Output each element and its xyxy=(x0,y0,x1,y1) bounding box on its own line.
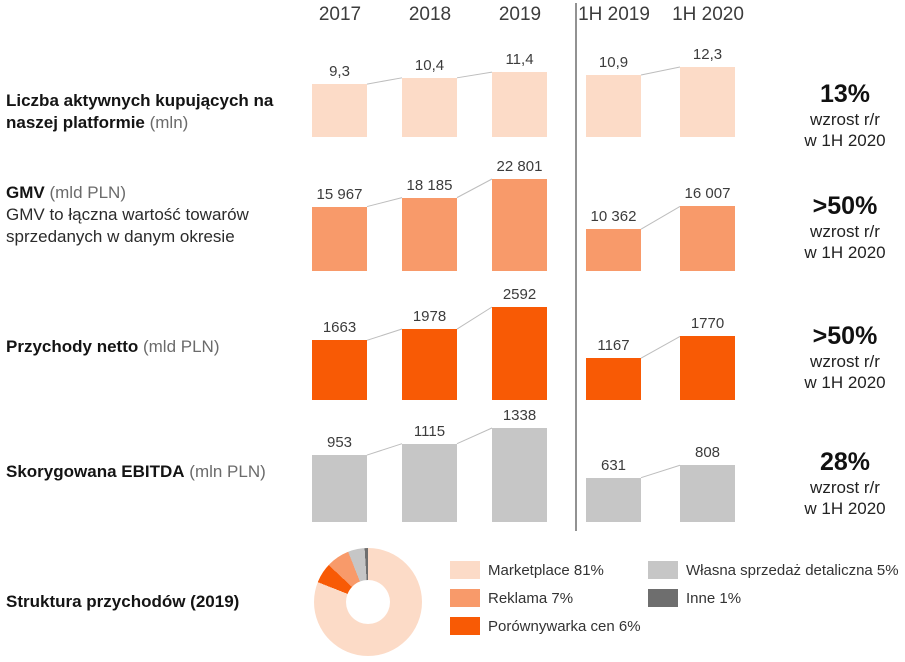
growth-caption-line2: w 1H 2020 xyxy=(804,243,886,262)
net-revenue-value-label-2018: 1978 xyxy=(412,308,447,326)
gmv-value-label-1H 2020: 16 007 xyxy=(684,185,731,203)
gmv-bar-2019 xyxy=(492,179,547,271)
growth-stat-net-revenue: >50% wzrost r/r w 1H 2020 xyxy=(788,322,902,393)
legend-label: Reklama 7% xyxy=(488,589,574,607)
metric-name: GMV xyxy=(6,183,45,202)
donut-legend-column-2: Własna sprzedaż detaliczna 5% Inne 1% xyxy=(648,561,899,617)
adjusted-ebitda-bar-2017 xyxy=(312,455,367,522)
metric-label-ebitda: Skorygowana EBITDA (mln PLN) xyxy=(6,461,308,483)
growth-percentage: 13% xyxy=(819,80,871,108)
metric-name: Liczba aktywnych kupujących na naszej pl… xyxy=(6,91,274,132)
growth-caption-line1: wzrost r/r xyxy=(810,478,880,497)
growth-caption-line2: w 1H 2020 xyxy=(804,499,886,518)
gmv-value-label-2019: 22 801 xyxy=(496,158,543,175)
gmv-bar-1H 2020 xyxy=(680,206,735,271)
metric-name: Struktura przychodów (2019) xyxy=(6,592,240,611)
legend-item-1: Marketplace 81% xyxy=(450,561,641,579)
gmv-value-label-1H 2019: 10 362 xyxy=(590,208,637,226)
legend-swatch xyxy=(450,617,480,635)
metric-unit: (mld PLN) xyxy=(49,183,126,202)
legend-item-3: Porównywarka cen 6% xyxy=(450,617,641,635)
active-buyers-value-label-2018: 10,4 xyxy=(414,56,445,74)
net-revenue-value-label-1H 2020: 1770 xyxy=(690,315,725,333)
growth-stat-gmv: >50% wzrost r/r w 1H 2020 xyxy=(788,192,902,263)
adjusted-ebitda-bar-1H 2020 xyxy=(680,465,735,522)
growth-stat-ebitda: 28% wzrost r/r w 1H 2020 xyxy=(788,448,902,519)
legend-label: Porównywarka cen 6% xyxy=(488,617,641,635)
gmv-bar-1H 2019 xyxy=(586,229,641,271)
growth-percentage: >50% xyxy=(812,192,878,220)
metric-name: Skorygowana EBITDA xyxy=(6,462,185,481)
legend-label: Inne 1% xyxy=(686,589,742,607)
active-buyers-bar-2018 xyxy=(402,77,457,137)
legend-swatch xyxy=(450,589,480,607)
active-buyers-bar-1H 2020 xyxy=(680,67,735,137)
gmv-bar-2017 xyxy=(312,206,367,271)
adjusted-ebitda-bar-2019 xyxy=(492,428,547,522)
active-buyers-value-label-1H 2019: 10,9 xyxy=(598,53,629,71)
legend-item-5: Inne 1% xyxy=(648,589,899,607)
metric-name: Przychody netto xyxy=(6,337,139,356)
col-header-2019: 2019 xyxy=(498,4,542,25)
revenue-structure-donut-chart xyxy=(314,548,422,656)
adjusted-ebitda-value-label-2019: 1338 xyxy=(502,407,537,424)
adjusted-ebitda-value-label-1H 2020: 808 xyxy=(694,444,721,462)
growth-caption-line1: wzrost r/r xyxy=(810,222,880,241)
active-buyers-bar-1H 2019 xyxy=(586,74,641,137)
gmv-bar-2018 xyxy=(402,197,457,271)
adjusted-ebitda-bar-1H 2019 xyxy=(586,477,641,522)
growth-caption-line1: wzrost r/r xyxy=(810,352,880,371)
metric-label-revenue-structure: Struktura przychodów (2019) xyxy=(6,591,308,613)
metric-label-gmv: GMV (mld PLN) GMV to łączna wartość towa… xyxy=(6,182,308,248)
growth-caption-line1: wzrost r/r xyxy=(810,110,880,129)
legend-item-2: Reklama 7% xyxy=(450,589,641,607)
metric-description: GMV to łączna wartość towarów sprzedanyc… xyxy=(6,205,249,246)
active-buyers-bar-2019 xyxy=(492,72,547,137)
growth-caption-line2: w 1H 2020 xyxy=(804,131,886,150)
net-revenue-bar-2018 xyxy=(402,329,457,400)
col-header-2017: 2017 xyxy=(318,4,362,25)
donut-hole xyxy=(346,580,390,624)
net-revenue-bar-2017 xyxy=(312,340,367,400)
growth-caption-line2: w 1H 2020 xyxy=(804,373,886,392)
metric-unit: (mld PLN) xyxy=(142,337,220,356)
active-buyers-value-label-2019: 11,4 xyxy=(505,51,534,69)
legend-swatch xyxy=(648,561,678,579)
donut-legend-column-1: Marketplace 81% Reklama 7% Porównywarka ce… xyxy=(450,561,641,645)
active-buyers-value-label-1H 2020: 12,3 xyxy=(692,46,723,63)
growth-percentage: 28% xyxy=(819,448,871,476)
net-revenue-value-label-1H 2019: 1167 xyxy=(597,337,630,355)
legend-label: Własna sprzedaż detaliczna 5% xyxy=(686,561,899,579)
net-revenue-value-label-2019: 2592 xyxy=(502,286,537,303)
gmv-value-label-2018: 18 185 xyxy=(406,176,453,194)
net-revenue-bar-2019 xyxy=(492,307,547,400)
growth-stat-buyers: 13% wzrost r/r w 1H 2020 xyxy=(788,80,902,151)
adjusted-ebitda-value-label-2017: 953 xyxy=(326,434,353,452)
metric-label-net-revenue: Przychody netto (mld PLN) xyxy=(6,336,308,358)
growth-percentage: >50% xyxy=(812,322,878,350)
legend-label: Marketplace 81% xyxy=(488,561,604,579)
active-buyers-bar-2017 xyxy=(312,84,367,137)
adjusted-ebitda-value-label-2018: 1115 xyxy=(413,422,446,440)
col-header-1h2020: 1H 2020 xyxy=(672,4,744,25)
metric-unit: (mln) xyxy=(149,113,189,132)
adjusted-ebitda-value-label-1H 2019: 631 xyxy=(600,456,627,474)
active-buyers-value-label-2017: 9,3 xyxy=(329,63,350,81)
period-divider-line xyxy=(575,3,577,531)
adjusted-ebitda-bar-2018 xyxy=(402,443,457,522)
legend-swatch xyxy=(648,589,678,607)
metric-unit: (mln PLN) xyxy=(189,462,266,481)
net-revenue-value-label-2017: 1663 xyxy=(322,319,357,337)
legend-item-4: Własna sprzedaż detaliczna 5% xyxy=(648,561,899,579)
legend-swatch xyxy=(450,561,480,579)
net-revenue-bar-1H 2019 xyxy=(586,358,641,400)
gmv-value-label-2017: 15 967 xyxy=(316,185,363,203)
col-header-1h2019: 1H 2019 xyxy=(578,4,650,25)
net-revenue-bar-1H 2020 xyxy=(680,336,735,400)
metric-label-buyers: Liczba aktywnych kupujących na naszej pl… xyxy=(6,90,308,134)
col-header-2018: 2018 xyxy=(408,4,452,25)
